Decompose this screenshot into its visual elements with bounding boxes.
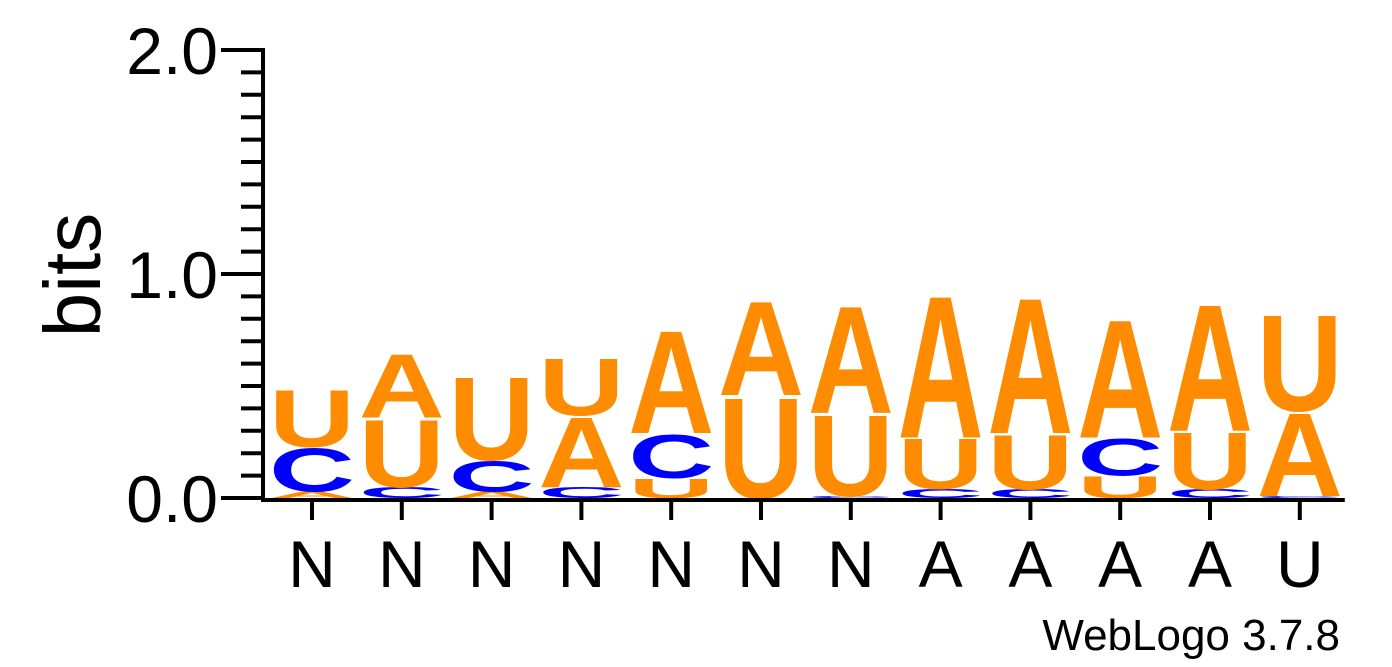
logo-letter-c: C	[359, 484, 445, 501]
logo-column: UA	[718, 273, 804, 528]
x-tick-label: A	[919, 527, 963, 601]
logo-column: CAU	[1257, 287, 1343, 522]
logo-letter-a: A	[987, 258, 1073, 475]
logo-column: CUA	[359, 336, 445, 508]
logo-letter-c: C	[538, 484, 624, 501]
logo-letter-u: U	[359, 400, 445, 508]
logo-letter-a: A	[538, 397, 624, 509]
logo-letter-a: A	[628, 301, 714, 465]
logo-column: CUA	[987, 258, 1073, 506]
y-axis-label: bits	[28, 213, 117, 338]
logo-letter-c: C	[898, 487, 984, 501]
logo-column: CAU	[538, 342, 624, 509]
logo-column: ACU	[449, 353, 535, 501]
x-tick-label: A	[1188, 527, 1232, 601]
logo-letter-a: A	[898, 254, 984, 481]
logo-column: CUA	[1167, 266, 1253, 506]
y-tick-label: 1.0	[126, 238, 218, 312]
logo-column: ACU	[269, 373, 355, 505]
logo-letter-a: A	[449, 490, 535, 500]
logo-column: CUA	[898, 254, 984, 504]
x-tick-label: N	[288, 527, 336, 601]
logo-column: UCA	[628, 301, 714, 504]
logo-letter-a: A	[1167, 266, 1253, 469]
logo-letter-u: U	[1257, 287, 1343, 441]
x-tick-label: N	[827, 527, 875, 601]
x-tick-label: A	[1008, 527, 1052, 601]
x-tick-label: N	[647, 527, 695, 601]
logo-letter-a: A	[718, 273, 804, 423]
x-tick-label: A	[1098, 527, 1142, 601]
logo-letter-u: U	[987, 419, 1073, 506]
logo-letter-c: C	[1257, 495, 1343, 498]
logo-letter-a: A	[808, 276, 894, 447]
x-tick-label: N	[737, 527, 785, 601]
logo-letter-u: U	[449, 353, 535, 486]
y-tick-label: 2.0	[126, 14, 218, 88]
logo-letter-c: C	[987, 487, 1073, 501]
logo-column: CUA	[808, 276, 894, 521]
logo-letter-c: C	[1077, 428, 1163, 487]
x-tick-label: N	[468, 527, 516, 601]
logo-column: UCA	[1077, 285, 1163, 505]
weblogo-credit: WebLogo 3.7.8	[1042, 611, 1340, 660]
logo-letter-c: C	[1167, 487, 1253, 501]
logo-letter-c: C	[449, 452, 535, 501]
logo-letter-a: A	[1077, 285, 1163, 473]
logo-letter-u: U	[538, 342, 624, 433]
logo-letter-a: A	[359, 336, 445, 437]
logo-letter-a: A	[269, 490, 355, 500]
x-tick-label: N	[378, 527, 426, 601]
logo-letter-u: U	[898, 424, 984, 504]
logo-letter-c: C	[808, 495, 894, 498]
x-tick-label: U	[1276, 527, 1324, 601]
logo-letter-u: U	[1167, 416, 1253, 507]
logo-letter-u: U	[269, 373, 355, 464]
logo-letter-c: C	[628, 422, 714, 492]
logo-letter-c: C	[269, 435, 355, 505]
y-tick-label: 0.0	[126, 462, 218, 536]
x-tick-label: N	[558, 527, 606, 601]
y-axis: 0.0 1.0 2.0	[126, 14, 265, 536]
